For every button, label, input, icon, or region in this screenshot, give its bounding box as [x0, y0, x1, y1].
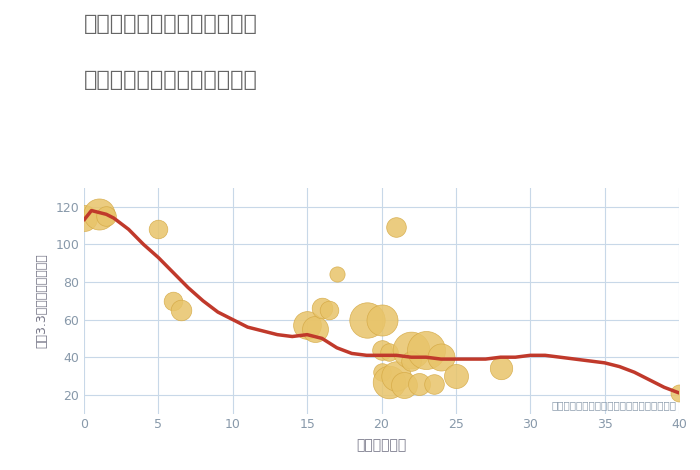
Point: [450, 372, 461, 380]
Point: [376, 316, 387, 323]
Point: [421, 346, 432, 353]
Point: [495, 365, 506, 372]
Point: [384, 348, 395, 355]
Point: [93, 211, 104, 218]
Point: [384, 378, 395, 385]
Point: [316, 305, 328, 312]
Point: [302, 321, 313, 329]
Point: [376, 346, 387, 353]
Point: [673, 389, 685, 397]
Point: [428, 380, 439, 387]
Point: [376, 368, 387, 376]
Point: [78, 214, 90, 222]
Point: [406, 346, 417, 353]
Point: [168, 297, 179, 305]
Point: [391, 372, 402, 380]
Point: [391, 224, 402, 231]
X-axis label: 築年数（年）: 築年数（年）: [356, 439, 407, 453]
Point: [153, 226, 164, 233]
Point: [413, 380, 424, 387]
Point: [175, 306, 186, 314]
Point: [331, 271, 342, 278]
Point: [361, 316, 372, 323]
Text: 兵庫県姫路市飾磨区西浜町の: 兵庫県姫路市飾磨区西浜町の: [84, 14, 258, 34]
Y-axis label: 坪（3.3㎡）単価（万円）: 坪（3.3㎡）単価（万円）: [35, 253, 48, 348]
Point: [309, 325, 320, 333]
Point: [324, 306, 335, 314]
Text: 築年数別中古マンション価格: 築年数別中古マンション価格: [84, 70, 258, 91]
Point: [398, 382, 409, 389]
Point: [435, 353, 447, 361]
Point: [406, 357, 417, 365]
Text: 円の大きさは、取引のあった物件面積を示す: 円の大きさは、取引のあった物件面積を示す: [551, 400, 676, 410]
Point: [101, 212, 112, 220]
